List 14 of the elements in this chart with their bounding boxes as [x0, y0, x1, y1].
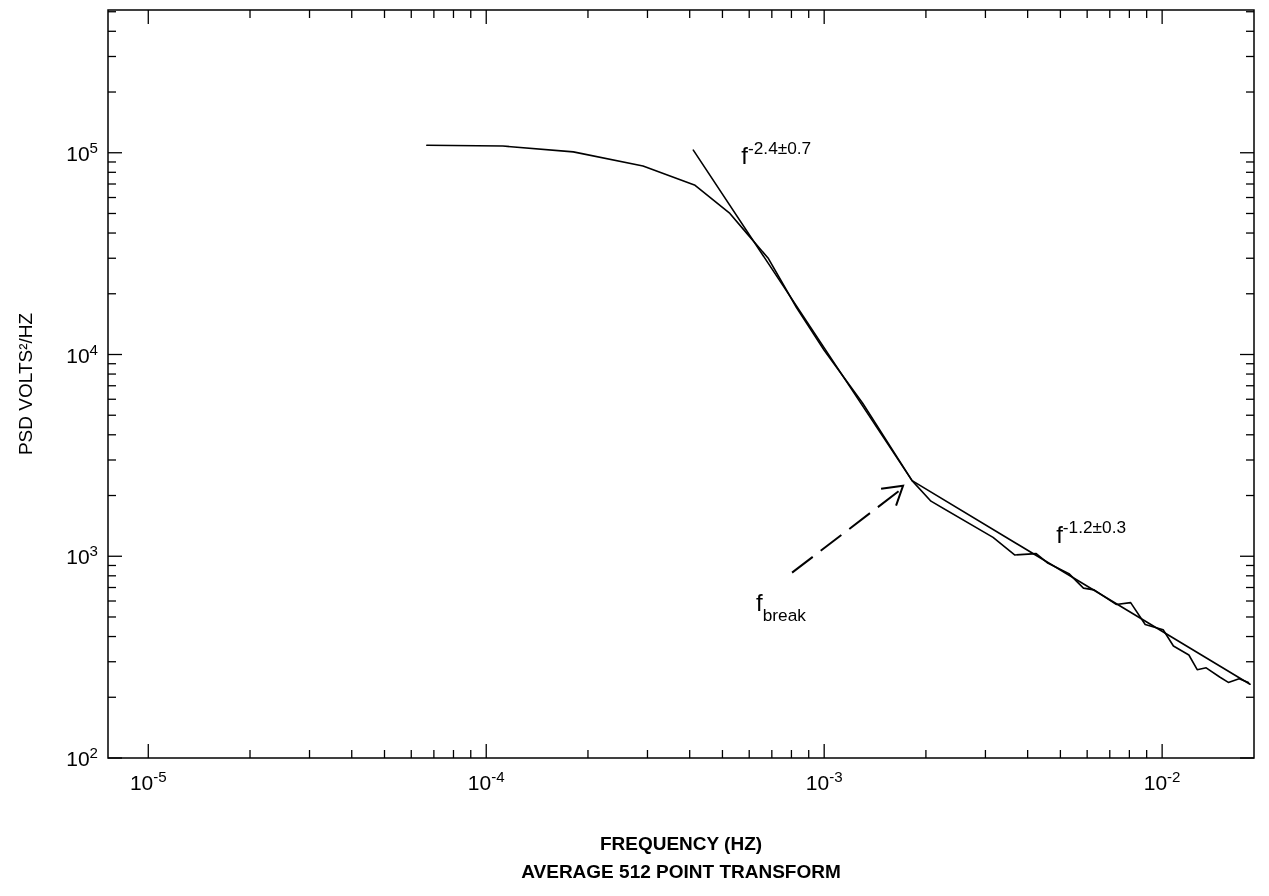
annotation: f$_{break}$: [756, 588, 807, 625]
annotation: f$^{-1.2±0.3}$: [1056, 516, 1127, 548]
x-tick-label: 10$^{-2}$: [1143, 767, 1181, 794]
y-axis-title: PSD VOLTS²/HZ: [15, 312, 36, 456]
x-tick-label: 10$^{-3}$: [805, 767, 843, 794]
x-tick-label: 10$^{-5}$: [129, 767, 167, 794]
text: AVERAGE 512 POINT TRANSFORM: [521, 861, 841, 882]
y-tick-label: 10$^{4}$: [66, 340, 98, 367]
y-tick-label: 10$^{2}$: [66, 743, 98, 770]
x-axis-title: FREQUENCY (HZ): [599, 833, 763, 854]
y-tick-label: 10$^{3}$: [66, 541, 98, 569]
annotation: f$^{-2.4±0.7}$: [741, 138, 812, 170]
y-tick-label: 10$^{5}$: [66, 138, 98, 165]
x-tick-label: 10$^{-4}$: [467, 767, 505, 794]
